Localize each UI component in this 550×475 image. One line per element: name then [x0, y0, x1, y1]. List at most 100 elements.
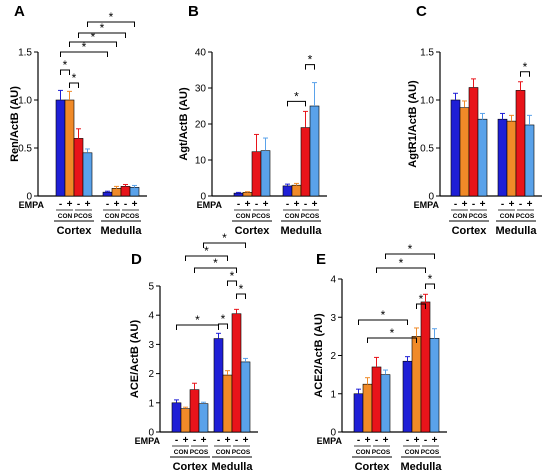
significance-star: * [222, 231, 227, 245]
bar-pcos-plus [429, 337, 440, 433]
significance-star: * [213, 256, 218, 270]
y-tick-label: 5 [148, 282, 154, 293]
empa-minus: - [106, 199, 109, 210]
bar-pcos-minus [251, 151, 262, 197]
empa-label: EMPA [414, 200, 440, 210]
y-axis-label: AgtR1/ActB (AU) [407, 80, 419, 168]
bar-con-plus [459, 107, 470, 197]
significance-bracket [203, 242, 246, 248]
bar-pcos-plus [309, 105, 320, 197]
empa-minus: - [255, 199, 258, 210]
bar-con-plus [362, 383, 373, 433]
y-tick-label: 4 [148, 311, 154, 322]
significance-bracket [385, 253, 435, 259]
region-label: Cortex [57, 225, 93, 237]
y-tick-label: 1 [148, 398, 154, 409]
region-label: Medulla [281, 225, 323, 237]
region-label: Cortex [235, 225, 271, 237]
bar-con-minus [450, 99, 461, 197]
significance-bracket [358, 319, 408, 325]
significance-star: * [523, 60, 528, 74]
empa-plus: + [132, 199, 138, 210]
significance-star: * [428, 272, 433, 286]
region-label: Medulla [101, 225, 143, 237]
bar-pcos-plus [129, 187, 140, 197]
bar-pcos-plus [260, 150, 271, 197]
empa-label: EMPA [317, 436, 343, 446]
empa-plus: + [201, 435, 207, 446]
y-tick-label: 40 [195, 48, 207, 59]
empa-minus: - [519, 199, 522, 210]
significance-star: * [63, 58, 68, 72]
bar-pcos-minus [73, 138, 84, 197]
con-label: CON [500, 213, 515, 220]
pcos-label: PCOS [516, 213, 535, 220]
significance-star: * [82, 40, 87, 54]
y-tick-label: 1 [330, 389, 336, 400]
con-label: CON [216, 449, 231, 456]
empa-plus: + [509, 199, 515, 210]
y-axis-label: ACE/ActB (AU) [129, 320, 141, 399]
empa-minus: - [454, 199, 457, 210]
bar-con-plus [111, 188, 122, 197]
pcos-label: PCOS [121, 213, 140, 220]
y-tick-label: 3 [330, 313, 336, 324]
y-tick-label: 0 [148, 428, 154, 439]
significance-star: * [230, 269, 235, 283]
con-label: CON [174, 449, 189, 456]
y-tick-label: 3 [148, 340, 154, 351]
bar-con-plus [242, 192, 253, 197]
significance-bracket [60, 69, 70, 75]
con-label: CON [105, 213, 120, 220]
bar-pcos-minus [420, 301, 431, 433]
bar-con-plus [506, 120, 517, 197]
empa-minus: - [424, 435, 427, 446]
y-tick-label: 1.0 [420, 96, 434, 107]
empa-minus: - [77, 199, 80, 210]
pcos-label: PCOS [421, 449, 440, 456]
panel-letter: A [14, 3, 25, 20]
y-tick-label: 0.5 [18, 144, 32, 155]
pcos-label: PCOS [372, 449, 391, 456]
significance-star: * [72, 71, 77, 85]
con-label: CON [356, 449, 371, 456]
empa-plus: + [294, 199, 300, 210]
y-tick-label: 0 [330, 428, 336, 439]
y-axis-label: ACE2/ActB (AU) [313, 313, 325, 398]
y-tick-label: 1.5 [420, 48, 434, 59]
significance-bracket [236, 293, 246, 299]
con-label: CON [405, 449, 420, 456]
bar-con-minus [282, 185, 293, 197]
region-label: Medulla [401, 461, 443, 470]
empa-plus: + [432, 435, 438, 446]
significance-star: * [91, 30, 96, 44]
y-tick-label: 0 [26, 192, 32, 203]
empa-minus: - [304, 199, 307, 210]
pcos-label: PCOS [469, 213, 488, 220]
significance-star: * [399, 256, 404, 270]
region-label: Cortex [355, 461, 391, 470]
empa-minus: - [193, 435, 196, 446]
y-axis-label: Ren/ActB (AU) [9, 86, 21, 162]
pcos-label: PCOS [252, 213, 271, 220]
bar-pcos-plus [524, 124, 535, 197]
y-tick-label: 1.5 [18, 48, 32, 59]
pcos-label: PCOS [301, 213, 320, 220]
y-tick-label: 0 [200, 192, 206, 203]
bar-con-minus [233, 192, 244, 197]
y-tick-label: 30 [195, 84, 207, 95]
significance-bracket [416, 303, 426, 309]
bar-pcos-minus [371, 366, 382, 433]
bar-pcos-minus [231, 313, 242, 433]
y-tick-label: 2 [330, 351, 336, 362]
bar-con-minus [171, 402, 182, 433]
panel-letter: C [416, 3, 427, 20]
panel-letter: D [131, 251, 142, 268]
bar-pcos-minus [515, 90, 526, 197]
empa-minus: - [235, 435, 238, 446]
